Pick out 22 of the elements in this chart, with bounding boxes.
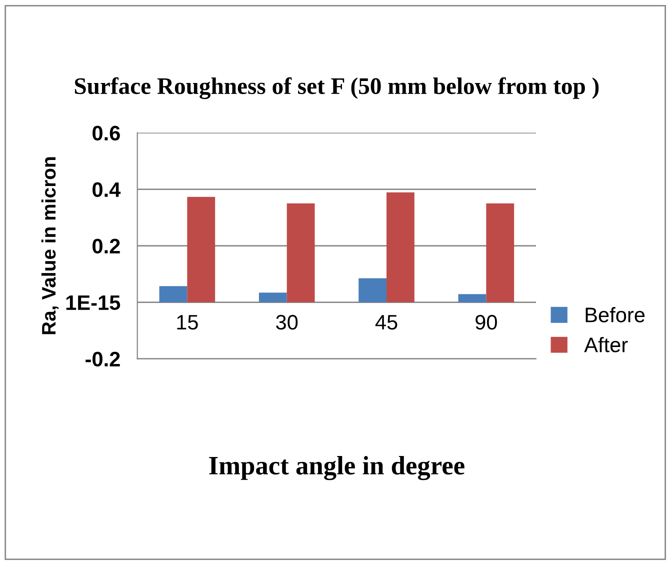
bar bbox=[187, 196, 216, 302]
legend-label: After bbox=[584, 336, 628, 352]
legend-label: Before bbox=[586, 307, 645, 322]
y-axis-title: Ra, Value in micron bbox=[41, 157, 59, 334]
x-tick-label: 30 bbox=[276, 314, 298, 330]
x-tick-label: 45 bbox=[375, 315, 398, 330]
y-tick-label: 0.6 bbox=[92, 126, 120, 141]
x-tick-label: 90 bbox=[476, 314, 497, 330]
chart-title: Surface Roughness of set F (50 mm below from top ) bbox=[74, 77, 599, 100]
x-tick-label: 15 bbox=[177, 315, 198, 330]
y-tick-label: 0.4 bbox=[92, 182, 121, 198]
bar bbox=[386, 192, 414, 302]
y-tick-label: 0.2 bbox=[92, 238, 120, 254]
bar bbox=[286, 203, 315, 302]
bar bbox=[486, 203, 514, 302]
bar bbox=[258, 292, 287, 302]
bar bbox=[159, 286, 188, 302]
bar bbox=[458, 294, 486, 302]
y-tick-label: -0.2 bbox=[86, 352, 120, 367]
bar bbox=[358, 278, 387, 302]
x-axis-title: Impact angle in degree bbox=[209, 456, 464, 480]
y-tick-label: 1E-15 bbox=[66, 295, 120, 310]
